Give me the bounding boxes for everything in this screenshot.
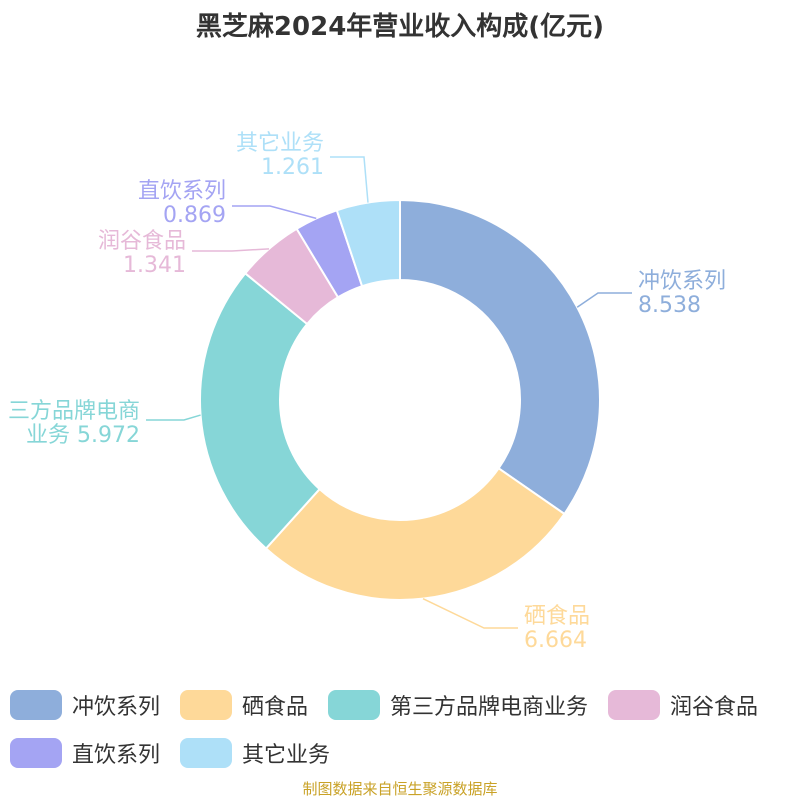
chart-title: 黑芝麻2024年营业收入构成(亿元) [195,12,605,42]
data-label-6-line-2: 1.261 [261,155,324,180]
data-label-5-line-1: 直饮系列 [138,179,226,204]
legend-swatch [10,690,62,720]
legend-swatch [180,738,233,768]
leader-line-2 [422,597,518,629]
legend-item-2[interactable]: 硒食品 [180,688,308,722]
legend-swatch [180,690,233,720]
data-label-5-line-2: 0.869 [163,203,226,228]
legend-item-4[interactable]: 润谷食品 [608,688,758,722]
data-label-2-line-1: 硒食品 [524,604,590,629]
data-label-4-line-2: 1.341 [123,253,186,278]
legend-swatch [10,738,62,768]
slice-3[interactable] [199,271,322,550]
chart-legend: 冲饮系列 硒食品 第三方品牌电商业务 润谷食品直饮系列 其它业务 [10,688,800,770]
slice-6[interactable] [335,198,401,288]
leader-line-6 [330,156,369,203]
legend-swatch [608,690,661,720]
data-source-note: 制图数据来自恒生聚源数据库 [302,780,498,798]
legend-label: 直饮系列 [72,743,161,768]
data-label-4-line-1: 润谷食品 [98,229,186,254]
leader-line-1 [576,292,632,308]
legend-label: 其它业务 [242,743,331,768]
leader-line-3 [146,414,201,421]
data-label-3-line-2: 业务 5.972 [26,423,140,448]
legend-item-5[interactable]: 直饮系列 [10,736,160,770]
data-label-2-line-2: 6.664 [524,628,587,653]
data-label-1-line-2: 8.538 [638,293,701,318]
legend-swatch [328,690,381,720]
slice-1[interactable] [399,198,601,516]
data-label-3-line-1: 三方品牌电商 [8,399,140,424]
legend-item-3[interactable]: 第三方品牌电商业务 [328,688,588,722]
leader-line-4 [192,248,270,252]
data-label-1-line-1: 冲饮系列 [638,269,726,294]
legend-item-6[interactable]: 其它业务 [180,736,330,770]
legend-item-1[interactable]: 冲饮系列 [10,688,160,722]
slice-2[interactable] [264,466,566,601]
leader-line-5 [232,205,317,220]
legend-label: 润谷食品 [670,695,759,720]
legend-label: 冲饮系列 [72,695,161,720]
data-label-6-line-1: 其它业务 [236,131,324,156]
legend-label: 硒食品 [242,695,309,720]
legend-label: 第三方品牌电商业务 [390,695,589,720]
